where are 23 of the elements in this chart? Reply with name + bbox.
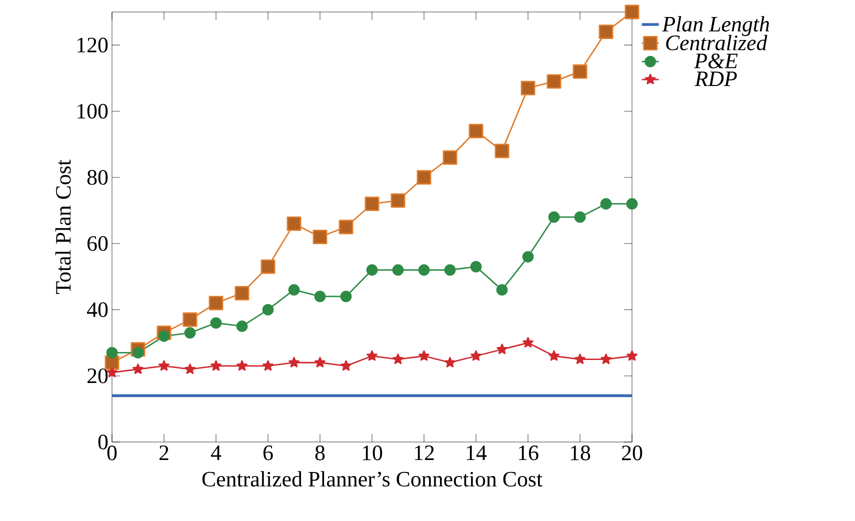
x-tick-label: 12 — [414, 446, 434, 460]
y-tick-label: 100 — [78, 104, 108, 119]
y-tick-label: 20 — [88, 368, 108, 384]
y-tick-label: 120 — [78, 38, 108, 52]
y-axis-title: Total Plan Cost — [55, 160, 71, 294]
legend-label: Plan Length — [662, 16, 770, 36]
y-tick-label: 80 — [87, 170, 108, 185]
x-tick-label: 2 — [159, 446, 168, 460]
y-tick-label: 40 — [86, 302, 108, 318]
y-tick-label: 60 — [88, 236, 108, 251]
legend-label: Centralized — [666, 34, 768, 50]
x-tick-label: 20 — [622, 446, 642, 460]
x-tick-label: 6 — [263, 446, 273, 460]
x-axis-title: Centralized Planner’s Connection Cost — [202, 471, 542, 487]
y-tick-label: 0 — [98, 434, 108, 450]
legend-label: P&E — [694, 54, 738, 68]
x-tick-label: 4 — [210, 446, 222, 460]
x-tick-label: 10 — [362, 446, 382, 460]
x-tick-label: 16 — [518, 446, 538, 460]
x-tick-label: 14 — [466, 446, 487, 460]
legend-label: RDP — [694, 72, 737, 86]
x-tick-label: 8 — [315, 446, 325, 460]
x-tick-label: 18 — [570, 446, 590, 460]
